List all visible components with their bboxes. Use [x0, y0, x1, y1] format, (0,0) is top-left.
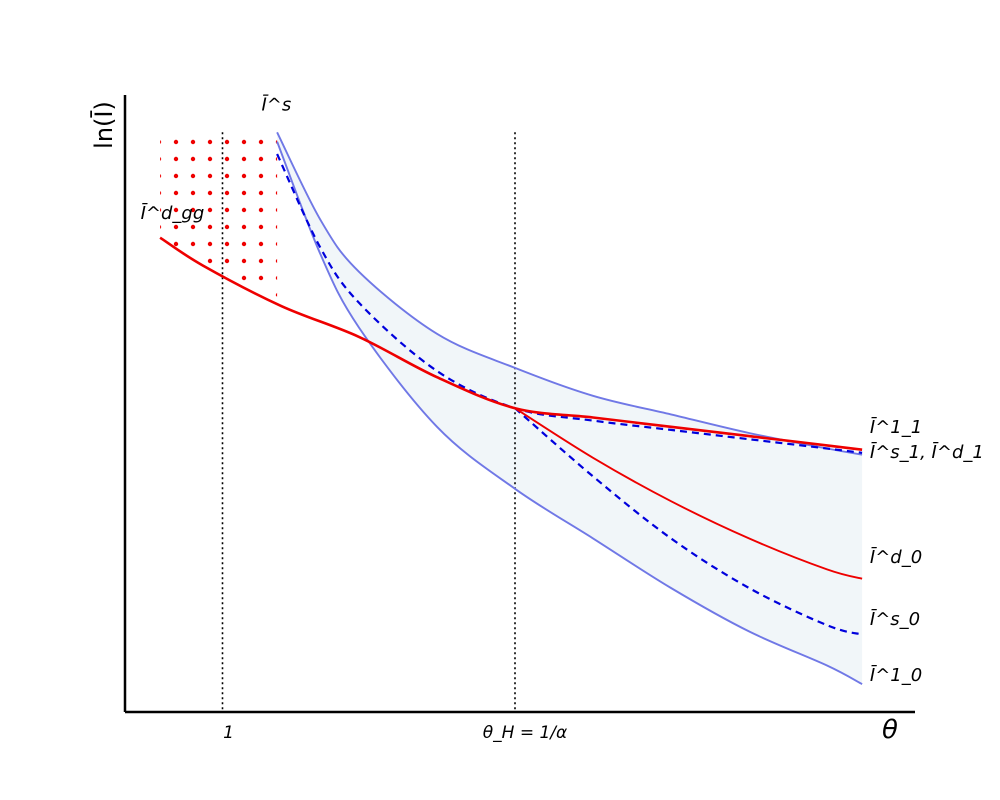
annotation-5: Ī^s_0 [870, 608, 920, 630]
shaded-band-layer [277, 132, 863, 685]
series-line-1 [276, 141, 863, 685]
annotation-6: Ī^1_0 [870, 664, 922, 686]
dotted-region-layer [160, 132, 278, 297]
series-line-4 [159, 236, 863, 451]
series-layer [159, 131, 863, 685]
annotations: Ī^s Ī^d_gg Ī^1_1 Ī^s_1, Ī^d_1 Ī^d_0 Ī^s_0 Ī^1_… [141, 94, 984, 686]
reference-lines [221, 132, 516, 712]
annotation-3: Ī^s_1, Ī^d_1 [870, 441, 984, 463]
annotation-0: Ī^s [262, 94, 292, 116]
x-axis-label: θ [882, 715, 898, 745]
x-tick-labels: 1 θ_H = 1/α [223, 723, 567, 743]
dotted-region [160, 132, 278, 297]
annotation-1: Ī^d_gg [141, 202, 205, 224]
x-tick-label-1: θ_H = 1/α [483, 723, 568, 743]
shaded-band [277, 132, 863, 685]
x-tick-label-0: 1 [223, 723, 234, 743]
annotation-2: Ī^1_1 [870, 416, 922, 438]
series-line-5 [514, 407, 863, 580]
annotation-4: Ī^d_0 [870, 546, 922, 568]
y-axis-label: ln(Ī) [89, 101, 118, 149]
